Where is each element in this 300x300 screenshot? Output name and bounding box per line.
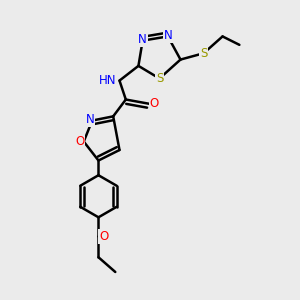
Text: O: O xyxy=(99,230,108,243)
Text: S: S xyxy=(156,72,163,85)
Text: O: O xyxy=(150,97,159,110)
Text: N: N xyxy=(164,29,172,42)
Text: O: O xyxy=(75,135,84,148)
Text: S: S xyxy=(200,47,207,60)
Text: N: N xyxy=(86,113,94,126)
Text: N: N xyxy=(138,33,147,46)
Text: HN: HN xyxy=(99,74,116,87)
